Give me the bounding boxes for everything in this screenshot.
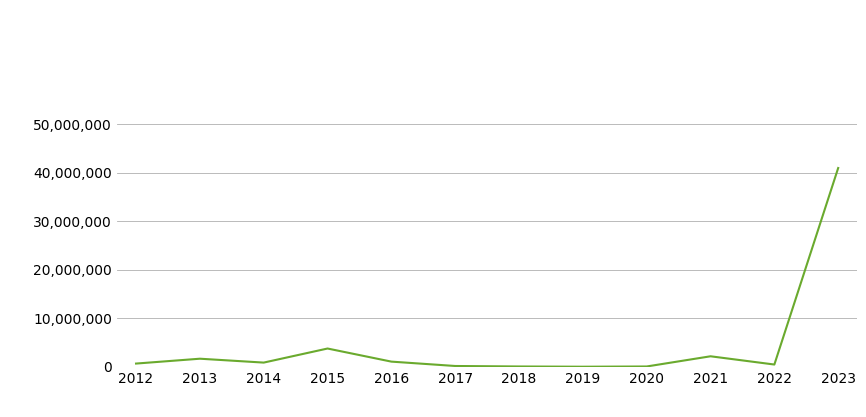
Text: USDA Grants for Biogas and Anaerobic Digesters: USDA Grants for Biogas and Anaerobic Dig… xyxy=(94,30,772,58)
